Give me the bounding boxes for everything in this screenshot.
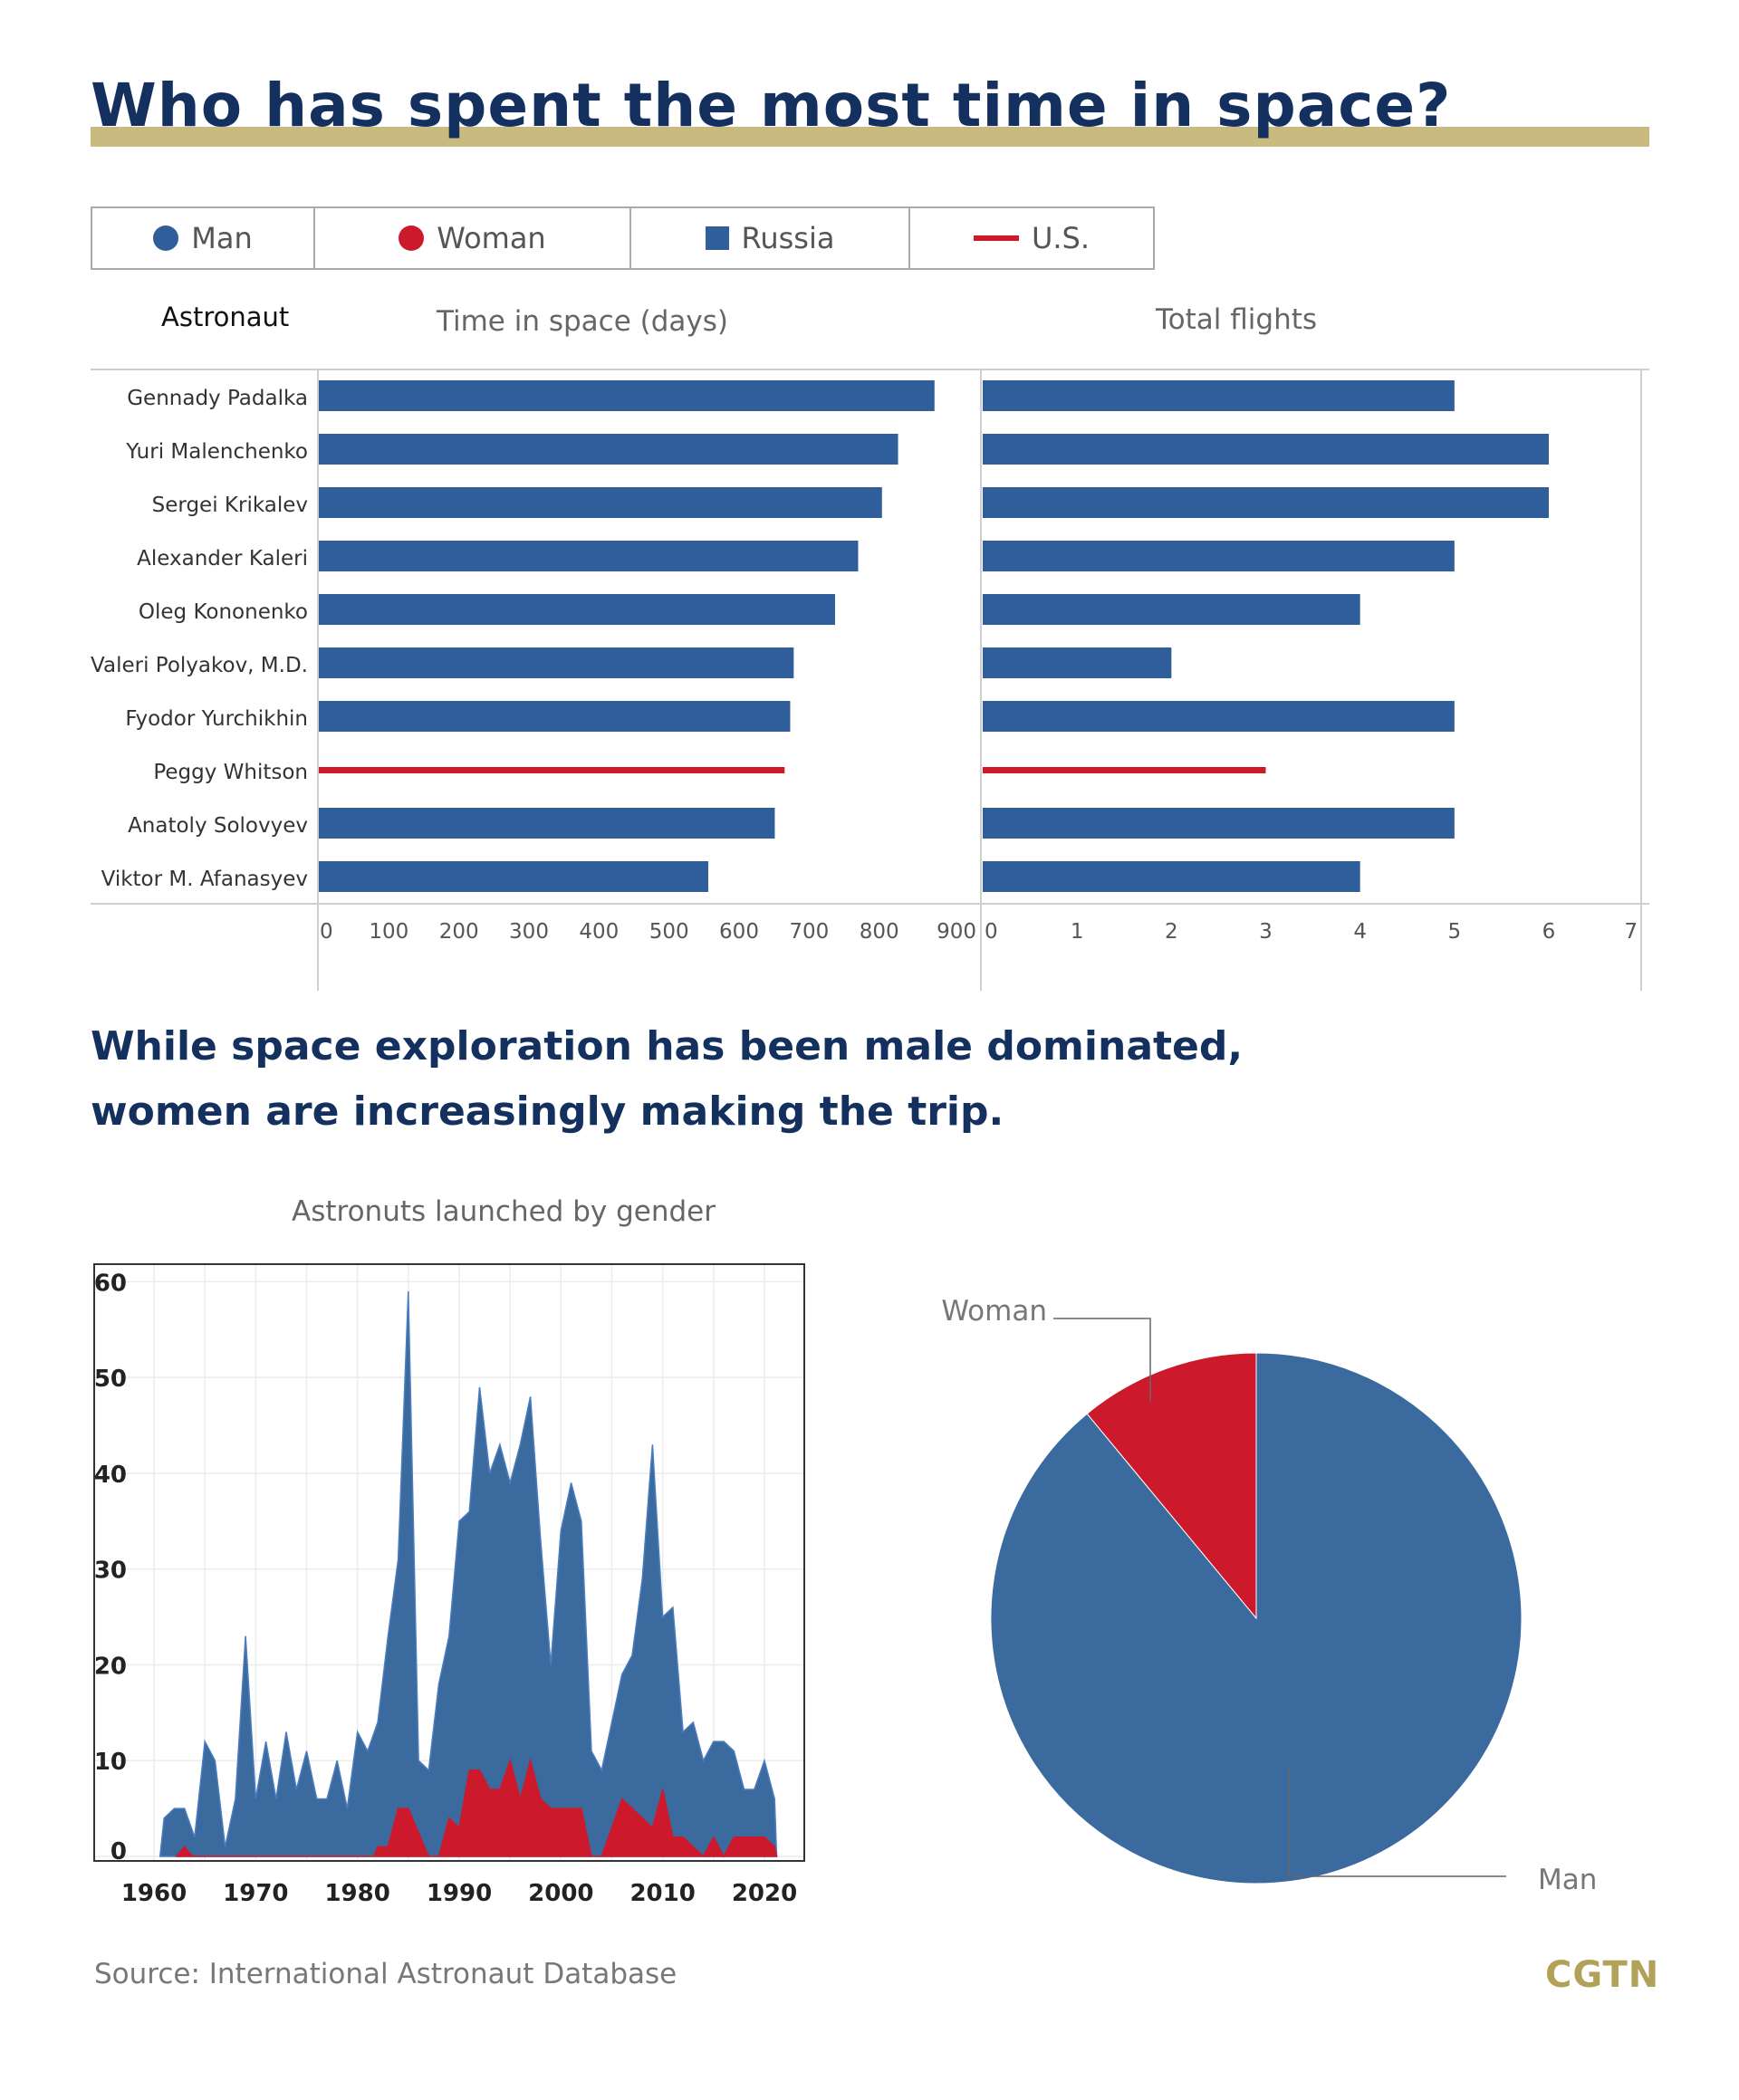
subtitle-line-1: While space exploration has been male do… xyxy=(91,1023,1244,1069)
legend-item-man: Man xyxy=(92,208,315,268)
legend-label-russia: Russia xyxy=(741,221,835,255)
legend-label-us: U.S. xyxy=(1031,221,1090,255)
area-x-tick-label: 2010 xyxy=(629,1880,695,1907)
flights-bar xyxy=(983,861,1360,892)
time-tick-label: 500 xyxy=(649,920,689,944)
area-y-tick-label: 10 xyxy=(94,1749,127,1776)
time-tick-label: 200 xyxy=(439,920,479,944)
time-tick-label: 400 xyxy=(579,920,619,944)
subtitle: While space exploration has been male do… xyxy=(91,1014,1243,1145)
column-header-time: Time in space (days) xyxy=(437,305,728,338)
subtitle-line-2: women are increasingly making the trip. xyxy=(91,1088,1004,1135)
area-y-tick-label: 20 xyxy=(94,1653,127,1680)
area-x-tick-label: 1980 xyxy=(324,1880,389,1907)
area-series-man xyxy=(159,1290,778,1857)
legend-item-russia: Russia xyxy=(631,208,910,268)
area-y-tick-label: 0 xyxy=(110,1838,127,1865)
area-y-tick-label: 60 xyxy=(94,1270,127,1297)
flights-bar xyxy=(983,541,1455,571)
astronaut-name: Peggy Whitson xyxy=(153,761,308,784)
legend-item-us: U.S. xyxy=(910,208,1153,268)
area-x-tick-label: 2000 xyxy=(528,1880,593,1907)
area-x-tick-label: 1960 xyxy=(121,1880,187,1907)
time-tick-label: 600 xyxy=(719,920,759,944)
flights-bar xyxy=(983,808,1455,839)
column-header-flights: Total flights xyxy=(1156,303,1318,336)
time-bar xyxy=(319,434,898,465)
time-bar xyxy=(319,487,882,518)
pie-leader-man xyxy=(1288,1768,1506,1877)
flights-tick-label: 7 xyxy=(1624,920,1638,944)
title-underline xyxy=(91,127,1649,147)
time-bar xyxy=(319,808,775,839)
time-bar xyxy=(319,701,791,732)
flights-tick-label: 3 xyxy=(1259,920,1273,944)
pie-leader-woman xyxy=(1053,1318,1151,1402)
area-x-tick-label: 2020 xyxy=(732,1880,797,1907)
flights-bar xyxy=(983,647,1172,678)
flights-tick-label: 6 xyxy=(1542,920,1556,944)
flights-bar xyxy=(983,434,1549,465)
astronaut-name: Valeri Polyakov, M.D. xyxy=(91,654,308,677)
time-tick-label: 0 xyxy=(320,920,333,944)
time-bar xyxy=(319,861,708,892)
flights-bar xyxy=(983,487,1549,518)
legend-swatch-us xyxy=(973,235,1019,241)
area-chart-title: Astronuts launched by gender xyxy=(292,1195,716,1228)
astronaut-name: Sergei Krikalev xyxy=(152,494,308,517)
area-y-tick-label: 40 xyxy=(94,1462,127,1489)
time-tick-label: 300 xyxy=(509,920,549,944)
astronaut-name: Viktor M. Afanasyev xyxy=(101,868,308,891)
time-bar xyxy=(319,594,835,625)
flights-bar xyxy=(983,380,1455,411)
time-tick-label: 800 xyxy=(860,920,899,944)
area-y-tick-label: 30 xyxy=(94,1558,127,1585)
time-bar xyxy=(319,767,785,773)
time-bar xyxy=(319,380,935,411)
pie-label-woman: Woman xyxy=(941,1295,1047,1328)
time-tick-label: 900 xyxy=(937,920,976,944)
legend-swatch-woman xyxy=(399,225,425,251)
astronaut-name: Fyodor Yurchikhin xyxy=(125,707,308,731)
astronaut-name: Anatoly Solovyev xyxy=(128,814,308,838)
source-note: Source: International Astronaut Database xyxy=(94,1958,677,1990)
area-series-woman xyxy=(175,1758,778,1858)
area-frame xyxy=(93,1263,805,1862)
time-bar xyxy=(319,647,794,678)
time-bar xyxy=(319,541,859,571)
legend-swatch-man xyxy=(153,225,179,251)
flights-bar xyxy=(983,767,1266,773)
bar-chart: Gennady Padalka Yuri Malenchenko Sergei Kr… xyxy=(91,369,1649,991)
page-title: Who has spent the most time in space? xyxy=(91,71,1452,140)
area-y-tick-label: 50 xyxy=(94,1366,127,1393)
flights-tick-label: 1 xyxy=(1071,920,1084,944)
area-x-tick-label: 1970 xyxy=(223,1880,288,1907)
pie-label-man: Man xyxy=(1538,1864,1597,1896)
column-header-astronaut: Astronaut xyxy=(161,302,290,332)
legend-label-woman: Woman xyxy=(437,221,546,255)
flights-bar xyxy=(983,594,1360,625)
pie-slice-woman xyxy=(1086,1352,1257,1620)
time-tick-label: 100 xyxy=(369,920,408,944)
legend-label-man: Man xyxy=(191,221,253,255)
flights-tick-label: 4 xyxy=(1353,920,1367,944)
flights-tick-label: 2 xyxy=(1165,920,1178,944)
astronaut-name: Oleg Kononenko xyxy=(139,600,308,624)
time-tick-label: 700 xyxy=(789,920,829,944)
area-x-tick-label: 1990 xyxy=(427,1880,492,1907)
astronaut-name: Gennady Padalka xyxy=(127,387,308,410)
legend: Man Woman Russia U.S. xyxy=(91,206,1155,270)
flights-tick-label: 0 xyxy=(985,920,998,944)
cgtn-logo: CGTN xyxy=(1545,1954,1660,1996)
flights-bar xyxy=(983,701,1455,732)
legend-swatch-russia xyxy=(705,226,729,250)
astronaut-name: Alexander Kaleri xyxy=(137,547,308,571)
astronaut-name: Yuri Malenchenko xyxy=(125,440,308,464)
legend-item-woman: Woman xyxy=(315,208,631,268)
flights-tick-label: 5 xyxy=(1448,920,1462,944)
